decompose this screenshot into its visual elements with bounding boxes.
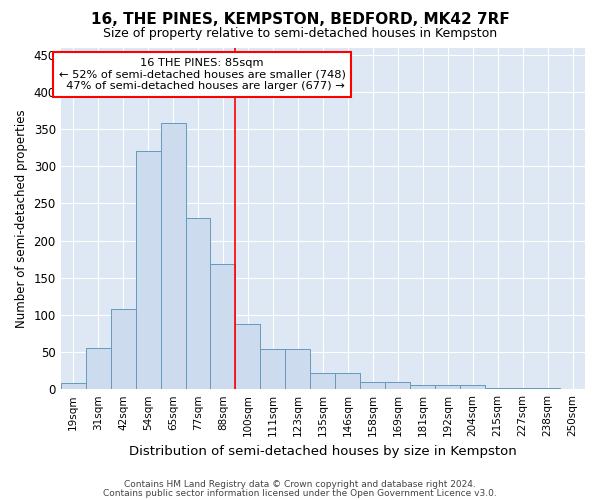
Bar xyxy=(410,384,435,389)
X-axis label: Distribution of semi-detached houses by size in Kempston: Distribution of semi-detached houses by … xyxy=(129,444,517,458)
Bar xyxy=(510,388,535,389)
Text: Contains public sector information licensed under the Open Government Licence v3: Contains public sector information licen… xyxy=(103,488,497,498)
Y-axis label: Number of semi-detached properties: Number of semi-detached properties xyxy=(15,109,28,328)
Bar xyxy=(61,383,86,389)
Bar xyxy=(385,382,410,389)
Bar xyxy=(286,349,310,389)
Bar xyxy=(110,309,136,389)
Text: 16, THE PINES, KEMPSTON, BEDFORD, MK42 7RF: 16, THE PINES, KEMPSTON, BEDFORD, MK42 7… xyxy=(91,12,509,28)
Bar xyxy=(235,324,260,389)
Bar xyxy=(335,373,360,389)
Text: Size of property relative to semi-detached houses in Kempston: Size of property relative to semi-detach… xyxy=(103,28,497,40)
Bar xyxy=(136,152,161,389)
Text: Contains HM Land Registry data © Crown copyright and database right 2024.: Contains HM Land Registry data © Crown c… xyxy=(124,480,476,489)
Bar xyxy=(260,349,286,389)
Bar xyxy=(161,124,185,389)
Bar xyxy=(535,388,560,389)
Bar xyxy=(310,373,335,389)
Bar xyxy=(86,348,110,389)
Bar xyxy=(211,264,235,389)
Text: 16 THE PINES: 85sqm
← 52% of semi-detached houses are smaller (748)
  47% of sem: 16 THE PINES: 85sqm ← 52% of semi-detach… xyxy=(59,58,346,91)
Bar xyxy=(435,386,460,389)
Bar xyxy=(360,382,385,389)
Bar xyxy=(460,386,485,389)
Bar xyxy=(185,218,211,389)
Bar xyxy=(485,388,510,389)
